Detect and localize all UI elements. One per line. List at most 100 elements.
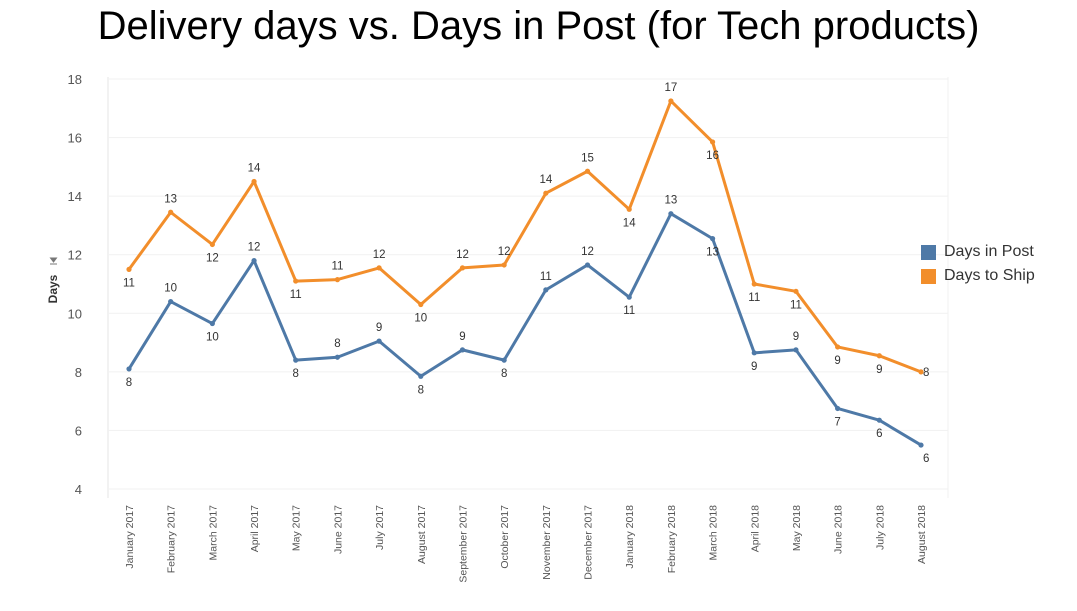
gridlines [107, 77, 949, 498]
data-point [251, 257, 257, 264]
data-label: 10 [164, 283, 177, 295]
data-label: 13 [706, 247, 719, 259]
data-point [418, 301, 424, 308]
y-tick-label: 12 [68, 248, 82, 263]
data-label: 14 [248, 163, 261, 175]
data-label: 9 [376, 322, 382, 334]
x-tick-label: December 2017 [583, 505, 595, 580]
data-label: 8 [501, 368, 507, 380]
data-label: 15 [581, 152, 594, 164]
data-point [251, 178, 257, 185]
data-label: 10 [206, 332, 219, 344]
data-point [918, 369, 924, 375]
data-label: 12 [581, 246, 594, 258]
data-label: 13 [664, 195, 677, 207]
data-label: 6 [923, 453, 929, 465]
y-tick-label: 10 [68, 306, 82, 321]
x-tick-label: June 2018 [833, 505, 845, 554]
series-days-in-post: 8 10 10 12 8 8 9 8 9 8 11 12 11 13 13 9 9 7 6 6 [126, 195, 930, 465]
x-tick-label: June 2017 [332, 505, 344, 554]
x-tick-label: March 2018 [708, 505, 720, 561]
x-tick-label: August 2018 [916, 505, 928, 564]
data-point [709, 139, 716, 145]
legend-label: Days to Ship [944, 267, 1035, 284]
data-label: 11 [748, 292, 760, 304]
data-point [835, 405, 841, 412]
data-point [793, 347, 799, 353]
legend-swatch [921, 244, 936, 260]
data-point [626, 206, 632, 212]
y-axis: 4 6 8 10 12 14 16 18 [49, 72, 82, 497]
data-point [918, 442, 924, 448]
data-label: 12 [498, 246, 511, 258]
data-label: 12 [373, 249, 386, 261]
data-point [293, 357, 299, 363]
data-point [334, 277, 341, 283]
data-label: 8 [923, 367, 929, 379]
data-point [543, 287, 549, 293]
data-point [334, 354, 341, 360]
data-label: 14 [623, 217, 636, 229]
data-label: 12 [206, 252, 219, 264]
data-label: 12 [248, 242, 261, 254]
data-point [668, 98, 674, 104]
data-label: 11 [623, 305, 635, 317]
data-point [751, 350, 757, 356]
x-axis: January 2017 February 2017 March 2017 April… [124, 505, 928, 583]
series-group: 8 10 10 12 8 8 9 8 9 8 11 12 11 13 13 9 9 7 6 611 13 12 14 11 11… [123, 82, 929, 465]
data-point [459, 347, 466, 353]
legend-item: Days in Post [921, 240, 1035, 264]
chart-title: Delivery days vs. Days in Post (for Tech… [97, 4, 980, 48]
data-label: 9 [834, 355, 840, 367]
data-point [835, 344, 841, 350]
x-tick-label: January 2017 [124, 505, 136, 569]
data-point [793, 288, 799, 294]
data-label: 14 [539, 174, 552, 186]
x-tick-label: September 2017 [457, 505, 469, 583]
data-point [168, 298, 174, 305]
data-point [709, 236, 716, 242]
data-label: 11 [790, 299, 802, 311]
y-tick-label: 18 [68, 72, 82, 87]
data-label: 9 [459, 331, 465, 343]
x-tick-label: April 2017 [249, 505, 261, 552]
data-point [876, 417, 882, 423]
data-point [751, 281, 757, 287]
legend-swatch [921, 268, 936, 284]
data-label: 16 [706, 150, 719, 162]
x-tick-label: March 2017 [207, 505, 219, 561]
data-point [459, 265, 466, 271]
y-tick-label: 14 [68, 189, 82, 204]
data-point [293, 278, 299, 284]
x-tick-label: July 2017 [374, 505, 386, 550]
data-point [668, 211, 674, 217]
x-tick-label: January 2018 [624, 505, 636, 569]
data-label: 7 [834, 416, 840, 428]
data-label: 9 [876, 364, 882, 376]
y-tick-label: 4 [75, 482, 82, 497]
data-point [209, 241, 215, 248]
x-tick-label: February 2017 [166, 505, 178, 573]
data-point [501, 357, 507, 363]
data-point [168, 209, 174, 215]
data-label: 11 [331, 261, 343, 273]
data-label: 9 [751, 361, 757, 373]
data-label: 9 [793, 331, 799, 343]
series-line [127, 99, 923, 374]
data-label: 8 [293, 368, 299, 380]
x-tick-label: April 2018 [749, 505, 761, 552]
data-label: 8 [126, 377, 132, 389]
data-point [126, 366, 132, 372]
sort-icon [49, 257, 58, 265]
x-tick-label: May 2018 [791, 505, 803, 551]
data-point [584, 168, 591, 174]
data-label: 11 [123, 277, 135, 289]
legend: Days in Post Days to Ship [921, 240, 1035, 288]
data-point [543, 190, 549, 196]
x-tick-label: November 2017 [541, 505, 553, 580]
data-label: 17 [664, 82, 677, 94]
data-label: 6 [876, 428, 882, 440]
y-axis-label: Days [46, 274, 60, 303]
data-label: 8 [334, 338, 340, 350]
